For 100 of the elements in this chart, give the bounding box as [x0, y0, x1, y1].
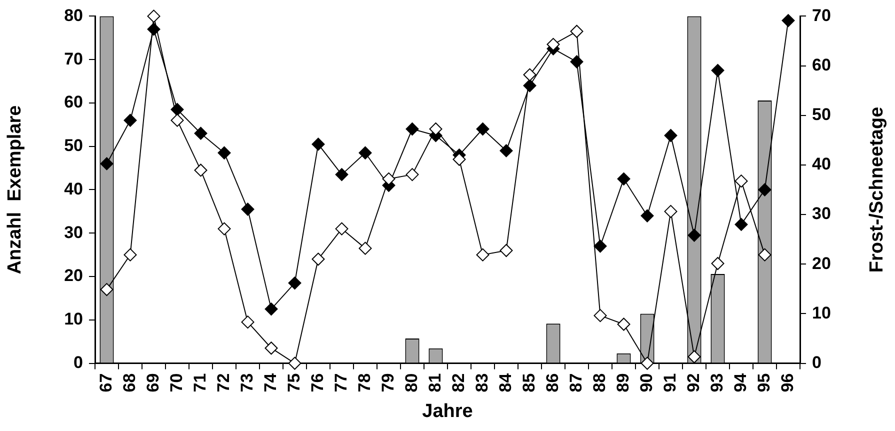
- x-tick-label: 89: [613, 373, 632, 392]
- y2-tick-label: 60: [812, 55, 831, 74]
- y-axis-title: Anzahl Exemplare: [4, 105, 26, 274]
- point: [500, 244, 513, 257]
- y2-tick-label: 10: [812, 303, 831, 322]
- x-tick-label: 67: [96, 373, 116, 392]
- y2-tick-label: 70: [812, 6, 831, 25]
- x-tick-label: 86: [542, 373, 562, 392]
- point: [688, 228, 701, 242]
- point: [429, 122, 442, 136]
- x-tick-label: 88: [590, 373, 609, 392]
- point: [594, 309, 607, 322]
- point: [241, 316, 254, 329]
- point: [640, 209, 654, 222]
- y-tick-label: 30: [64, 222, 83, 242]
- point: [617, 172, 630, 186]
- point: [452, 152, 466, 166]
- point: [218, 222, 231, 236]
- y2-tick-label: 20: [812, 254, 831, 273]
- x-tick-label: 84: [496, 372, 515, 392]
- y-tick-label: 40: [64, 179, 83, 198]
- point: [406, 168, 419, 182]
- x-tick-label: 80: [402, 373, 421, 392]
- x-tick-label: 77: [331, 373, 350, 392]
- point: [711, 64, 724, 77]
- point: [476, 248, 490, 262]
- point: [664, 129, 678, 142]
- point: [546, 38, 560, 51]
- point: [335, 168, 348, 182]
- point: [312, 252, 325, 266]
- point: [500, 144, 513, 158]
- x-tick-label: 76: [308, 373, 327, 392]
- point: [124, 248, 137, 262]
- point: [264, 342, 278, 355]
- point: [711, 257, 724, 270]
- x-tick-label: 91: [660, 373, 680, 392]
- y2-tick-label: 50: [812, 105, 831, 124]
- point: [734, 174, 748, 188]
- point: [570, 55, 584, 68]
- x-tick-label: 96: [778, 373, 797, 392]
- point: [241, 202, 254, 216]
- x-tick-label: 92: [684, 373, 703, 392]
- point: [758, 248, 772, 262]
- point: [312, 138, 325, 151]
- point: [218, 146, 231, 160]
- x-tick-label: 81: [425, 373, 444, 392]
- y-tick-label: 60: [64, 92, 83, 112]
- point: [124, 114, 137, 127]
- point: [382, 172, 396, 186]
- y-tick-label: 80: [64, 6, 83, 25]
- point: [147, 10, 160, 23]
- x-tick-label: 70: [166, 373, 186, 392]
- x-tick-label: 68: [120, 373, 139, 392]
- x-tick-label: 79: [378, 373, 398, 392]
- point: [358, 242, 372, 255]
- x-tick-label: 74: [260, 372, 280, 392]
- x-tick-label: 71: [190, 373, 210, 392]
- y2-tick-label: 30: [812, 204, 831, 224]
- point: [594, 240, 607, 253]
- point: [664, 204, 678, 218]
- point: [640, 356, 654, 370]
- x-tick-label: 83: [472, 373, 492, 392]
- y-tick-label: 10: [64, 310, 83, 329]
- y2-axis-title: Frost-/Schneetage: [866, 106, 888, 273]
- x-tick-label: 75: [284, 373, 304, 392]
- x-tick-label: 94: [730, 372, 750, 392]
- point: [688, 350, 701, 364]
- point: [406, 122, 419, 136]
- point: [194, 126, 208, 140]
- point: [100, 157, 114, 170]
- x-tick-label: 72: [214, 373, 233, 392]
- x-tick-label: 85: [519, 373, 538, 392]
- x-tick-label: 69: [143, 373, 162, 392]
- x-axis-title: Jahre: [422, 400, 473, 422]
- y-tick-label: 70: [64, 49, 83, 68]
- y-tick-label: 50: [64, 136, 83, 156]
- point: [264, 302, 278, 316]
- x-tick-label: 95: [754, 373, 774, 392]
- y2-tick-label: 0: [812, 352, 822, 372]
- x-tick-label: 82: [448, 373, 468, 392]
- point: [570, 24, 584, 38]
- x-tick-label: 73: [237, 373, 256, 392]
- point: [288, 276, 302, 290]
- y-tick-label: 20: [64, 266, 83, 286]
- point: [734, 218, 748, 231]
- point: [100, 283, 114, 296]
- x-tick-label: 93: [707, 373, 726, 392]
- point: [194, 164, 208, 177]
- y-tick-label: 0: [74, 352, 83, 372]
- point: [523, 68, 536, 82]
- x-tick-label: 87: [566, 373, 586, 392]
- x-tick-label: 90: [636, 373, 656, 392]
- x-tick-label: 78: [354, 373, 374, 392]
- point: [358, 146, 372, 160]
- point: [476, 122, 490, 136]
- point: [335, 222, 348, 236]
- point: [782, 14, 795, 28]
- point: [758, 183, 772, 196]
- y2-tick-label: 40: [812, 154, 831, 174]
- point: [170, 114, 184, 127]
